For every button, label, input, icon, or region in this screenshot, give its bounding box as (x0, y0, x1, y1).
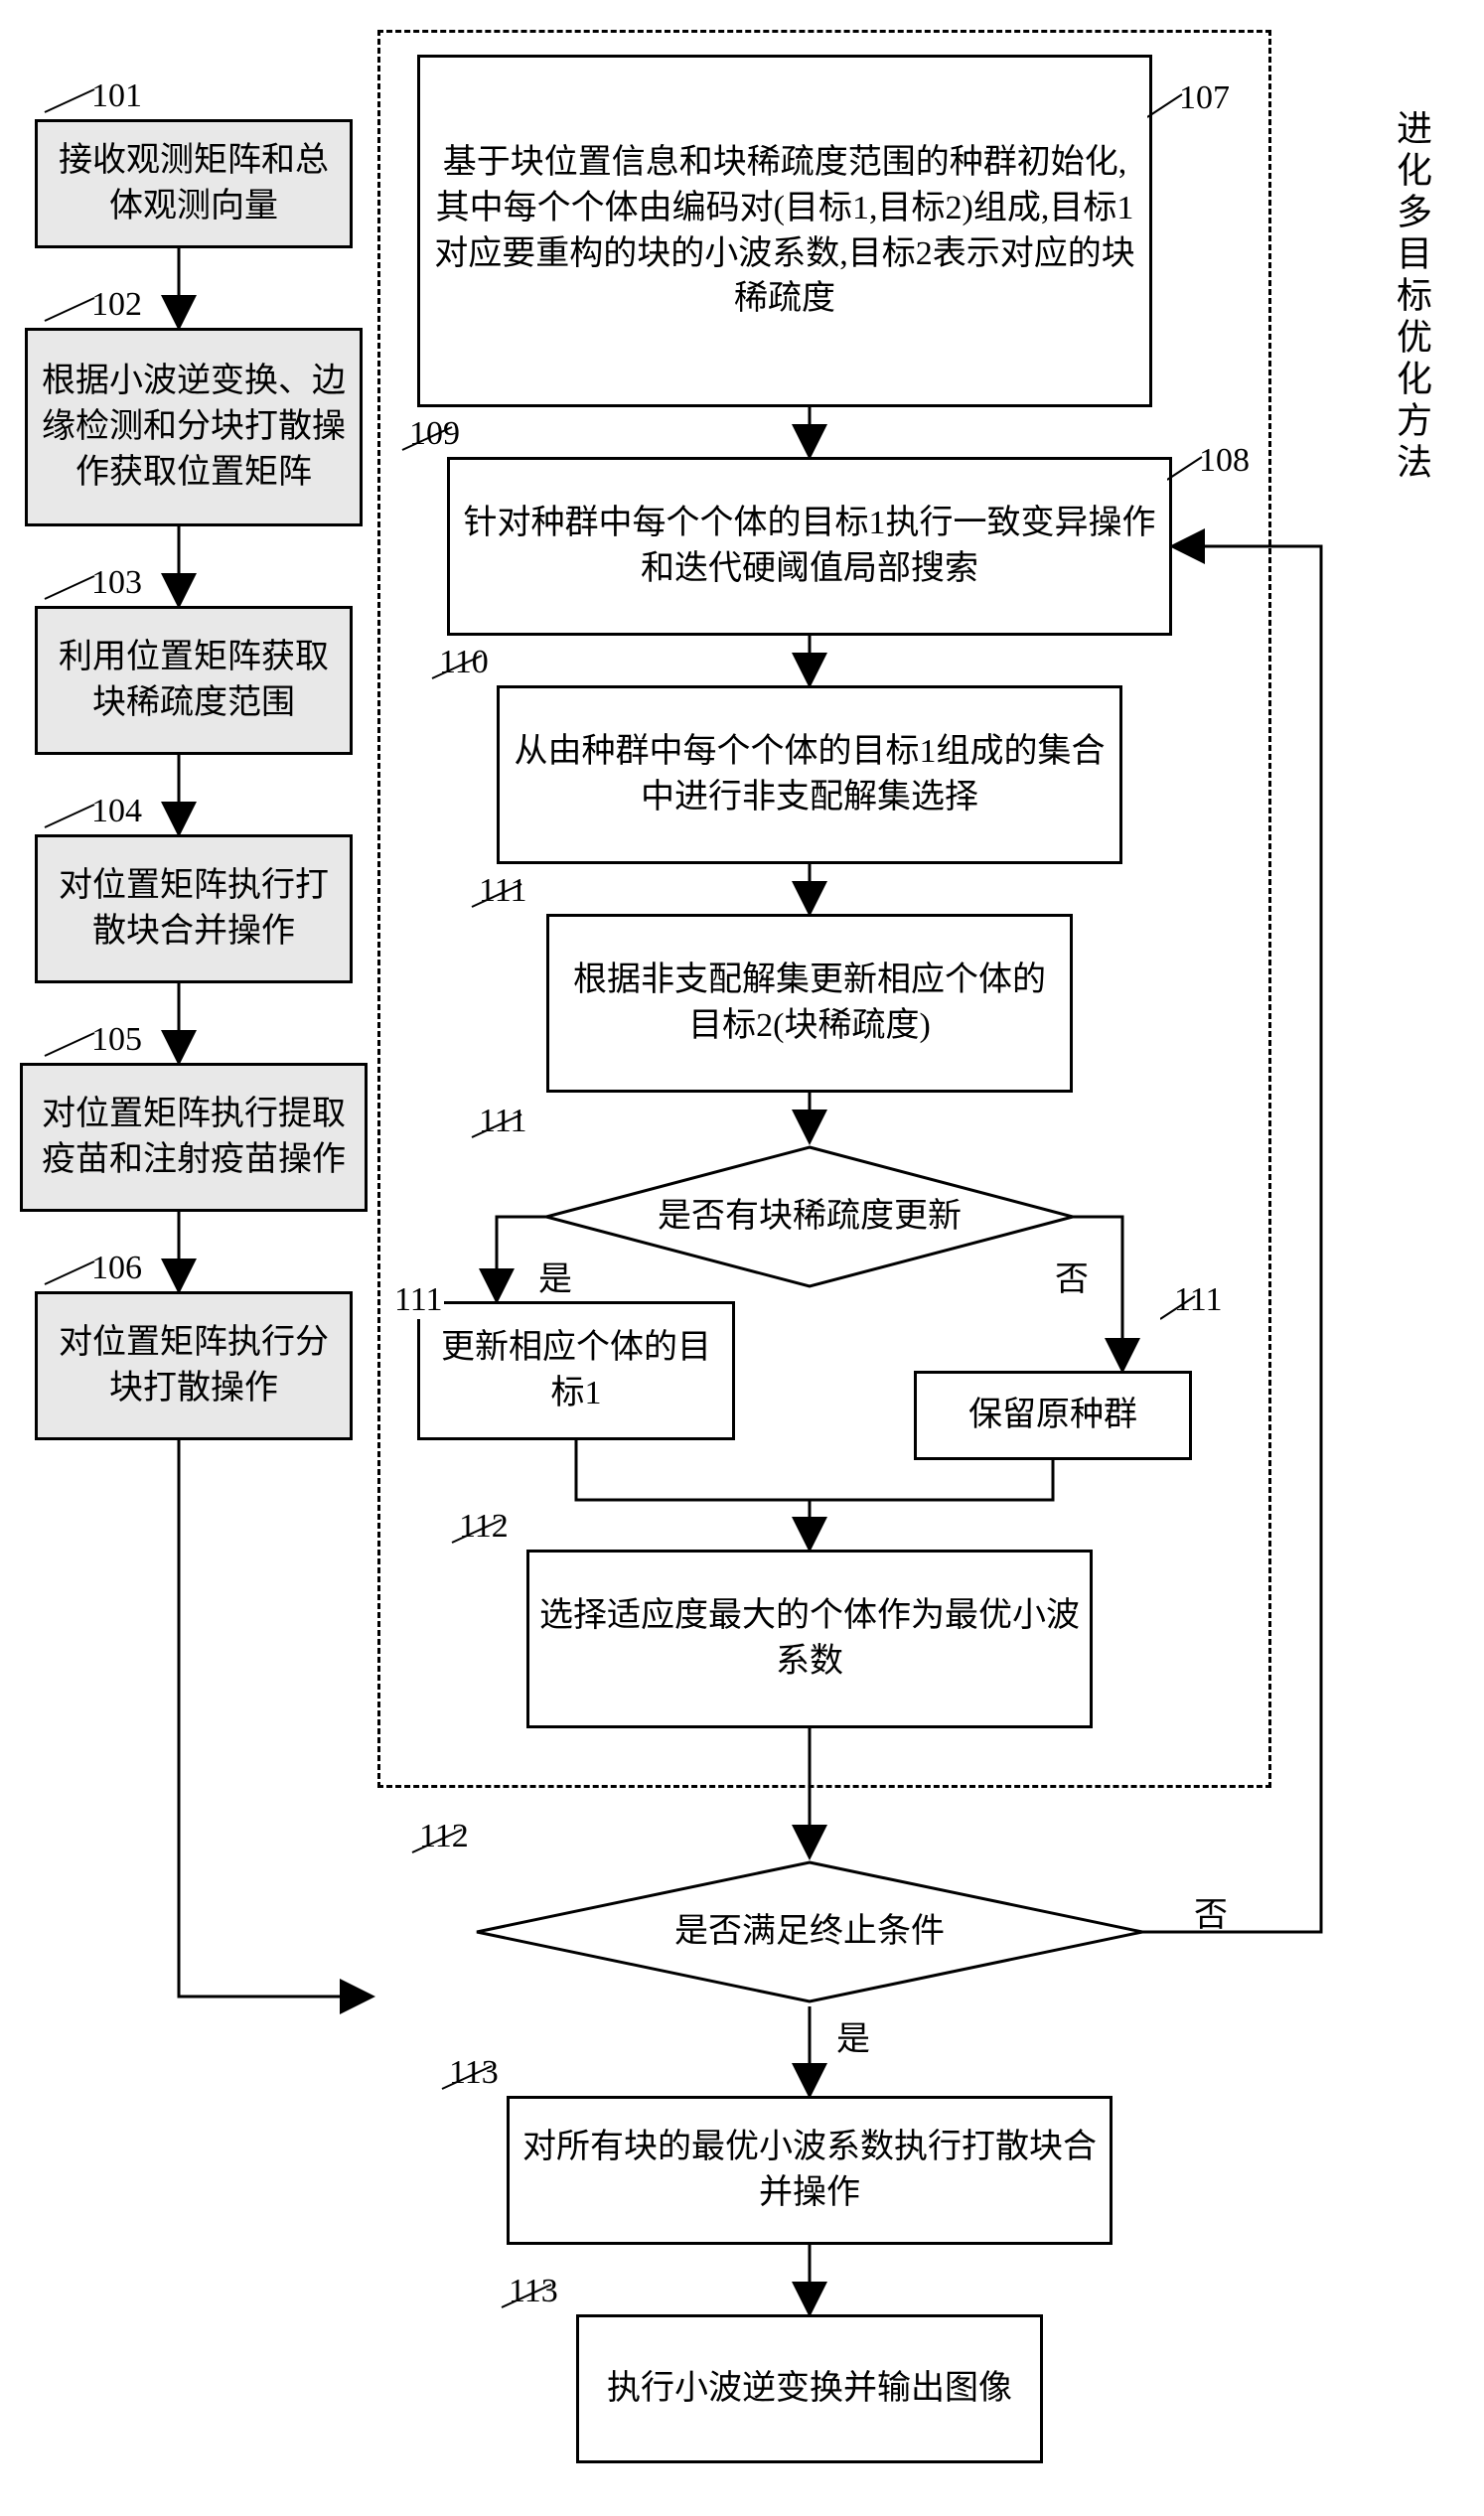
diamond-111-yes: 是 (536, 1252, 574, 1300)
box-107-text: 基于块位置信息和块稀疏度范围的种群初始化,其中每个个体由编码对(目标1,目标2)… (428, 140, 1141, 323)
box-113b: 执行小波逆变换并输出图像 (576, 2314, 1043, 2463)
leader-111a (467, 879, 526, 909)
leader-112d (407, 1825, 467, 1854)
box-112: 选择适应度最大的个体作为最优小波系数 (526, 1550, 1093, 1728)
box-102: 根据小波逆变换、边缘检测和分块打散操作获取位置矩阵 (25, 328, 363, 526)
box-106-text: 对位置矩阵执行分块打散操作 (46, 1320, 342, 1411)
box-109-text: 针对种群中每个个体的目标1执行一致变异操作和迭代硬阈值局部搜索 (458, 501, 1161, 592)
box-113b-text: 执行小波逆变换并输出图像 (607, 2366, 1012, 2412)
leader-110 (427, 651, 487, 680)
box-112-text: 选择适应度最大的个体作为最优小波系数 (537, 1593, 1082, 1685)
box-104: 对位置矩阵执行打散块合并操作 (35, 834, 353, 983)
box-105: 对位置矩阵执行提取疫苗和注射疫苗操作 (20, 1063, 368, 1212)
leader-104 (40, 800, 99, 829)
box-111a-text: 根据非支配解集更新相应个体的目标2(块稀疏度) (557, 958, 1062, 1049)
sidebar-label: 进化多目标优化方法 (1386, 109, 1437, 485)
box-111-yes: 更新相应个体的目标1 (417, 1301, 735, 1440)
leader-105 (40, 1028, 99, 1058)
box-111-no: 保留原种群 (914, 1371, 1192, 1460)
box-103: 利用位置矩阵获取块稀疏度范围 (35, 606, 353, 755)
box-109: 针对种群中每个个体的目标1执行一致变异操作和迭代硬阈值局部搜索 (447, 457, 1172, 636)
leader-111-no (1160, 1291, 1200, 1321)
leader-113b (497, 2280, 556, 2309)
label-111-yes: 111 (392, 1281, 444, 1319)
box-105-text: 对位置矩阵执行提取疫苗和注射疫苗操作 (31, 1092, 357, 1183)
box-111-no-text: 保留原种群 (968, 1393, 1137, 1438)
diamond-112-text: 是否满足终止条件 (472, 1857, 1147, 2006)
box-107: 基于块位置信息和块稀疏度范围的种群初始化,其中每个个体由编码对(目标1,目标2)… (417, 55, 1152, 407)
box-110-text: 从由种群中每个个体的目标1组成的集合中进行非支配解集选择 (508, 729, 1112, 820)
box-110: 从由种群中每个个体的目标1组成的集合中进行非支配解集选择 (497, 685, 1122, 864)
leader-109 (397, 422, 457, 452)
leader-101 (40, 84, 99, 114)
leader-112 (447, 1515, 507, 1545)
leader-106 (40, 1257, 99, 1286)
box-101: 接收观测矩阵和总体观测向量 (35, 119, 353, 248)
diamond-111-no: 否 (1053, 1252, 1091, 1300)
box-104-text: 对位置矩阵执行打散块合并操作 (46, 863, 342, 955)
leader-113a (437, 2061, 497, 2091)
leader-111d (467, 1110, 526, 1139)
leader-102 (40, 293, 99, 323)
box-106: 对位置矩阵执行分块打散操作 (35, 1291, 353, 1440)
box-111-yes-text: 更新相应个体的目标1 (428, 1325, 724, 1416)
box-111a: 根据非支配解集更新相应个体的目标2(块稀疏度) (546, 914, 1073, 1093)
box-113a: 对所有块的最优小波系数执行打散块合并操作 (507, 2096, 1113, 2245)
box-103-text: 利用位置矩阵获取块稀疏度范围 (46, 635, 342, 726)
leader-103 (40, 571, 99, 601)
box-102-text: 根据小波逆变换、边缘检测和分块打散操作获取位置矩阵 (36, 359, 352, 496)
box-113a-text: 对所有块的最优小波系数执行打散块合并操作 (518, 2125, 1102, 2216)
box-101-text: 接收观测矩阵和总体观测向量 (46, 138, 342, 229)
leader-107 (1147, 89, 1187, 119)
diamond-111-text: 是否有块稀疏度更新 (541, 1142, 1078, 1291)
leader-108 (1167, 452, 1207, 482)
diamond-112-no: 否 (1192, 1887, 1230, 1936)
diamond-112-yes: 是 (834, 2011, 872, 2060)
